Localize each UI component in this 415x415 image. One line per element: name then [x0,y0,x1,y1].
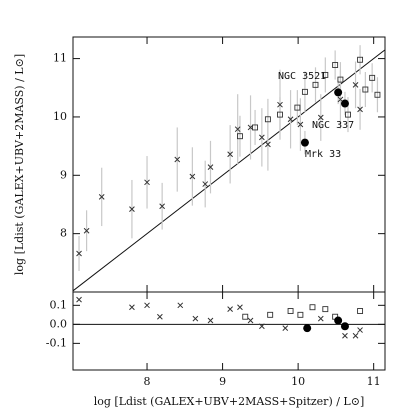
annotation: NGC 337 [312,120,354,131]
filled-point [340,99,349,108]
cross-point [177,302,184,309]
cross-point [144,179,150,186]
cross-point [189,173,196,180]
x-tick-label: 10 [291,375,305,388]
cross-point [237,304,243,311]
cross-point [234,126,241,133]
square-point [369,74,376,81]
y-axis-label: log [Ldist (GALEX+UBV+2MASS) / L⊙] [13,54,26,275]
square-point [332,62,339,68]
square-point [297,311,304,318]
filled-point [334,88,343,97]
square-point [267,311,274,318]
cross-point [207,317,214,324]
cross-point [174,156,181,163]
cross-point [157,313,163,320]
cross-point [277,101,283,108]
square-point [374,91,381,98]
cross-point [352,81,359,88]
cross-point [259,323,265,330]
square-point [287,308,294,314]
cross-point [159,203,165,210]
y-tick-label: -0.1 [46,336,67,349]
square-point [357,308,364,314]
annotation: NGC 3521 [278,71,326,82]
one-to-one-line [72,49,386,292]
filled-point [303,324,312,333]
square-point [301,88,308,95]
cross-point [352,332,359,339]
cross-point [259,134,265,141]
square-point [294,104,301,111]
cross-point [202,181,209,187]
cross-point [227,306,233,312]
square-point [362,86,369,93]
square-point [357,56,364,63]
square-point [309,304,316,311]
cross-point [317,114,324,121]
filled-point [334,316,343,325]
cross-point [83,227,90,234]
y-tick-label: 8 [60,227,67,240]
plot-frame [72,36,386,293]
y-tick-label: 0.1 [50,298,68,311]
cross-point [129,206,135,212]
annotation: Mrk 33 [305,149,341,160]
x-tick-label: 9 [219,375,226,388]
square-point [252,124,259,131]
cross-point [192,315,199,322]
square-point [237,133,243,140]
square-point [277,111,283,118]
cross-point [144,302,150,309]
cross-point [357,106,363,113]
cross-point [129,304,135,311]
cross-point [282,325,289,331]
square-point [312,81,319,88]
square-point [345,111,351,118]
cross-point [287,116,294,123]
x-tick-label: 11 [367,375,381,388]
x-axis-label: log [Ldist (GALEX+UBV+2MASS+Spitzer) / L… [94,395,365,408]
cross-point [227,151,233,158]
square-point [337,76,344,83]
cross-point [342,332,348,339]
cross-point [247,317,254,324]
y-tick-label: 10 [53,110,67,123]
cross-point [265,141,271,148]
plot-frame [72,291,386,371]
cross-point [207,164,214,170]
cross-point [76,250,82,257]
square-point [322,71,329,78]
cross-point [76,296,82,303]
x-tick-label: 8 [144,375,151,388]
filled-point [300,138,309,147]
square-point [322,306,329,313]
square-point [242,313,249,320]
square-point [264,116,271,123]
y-tick-label: 9 [60,168,67,181]
filled-point [340,322,349,331]
cross-point [317,315,324,322]
y-tick-label: 11 [53,52,67,65]
cross-point [297,121,304,128]
cross-point [357,327,363,333]
cross-point [98,194,105,200]
y-tick-label: 0.0 [50,317,68,330]
